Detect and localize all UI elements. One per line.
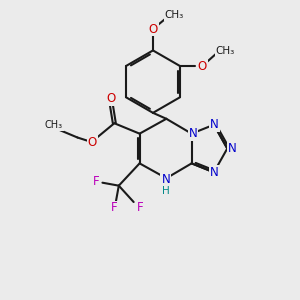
- Text: F: F: [93, 175, 100, 188]
- Text: H: H: [162, 186, 169, 196]
- Text: N: N: [210, 118, 219, 130]
- Text: CH₃: CH₃: [165, 11, 184, 20]
- Text: N: N: [210, 167, 219, 179]
- Text: N: N: [228, 142, 237, 155]
- Text: N: N: [189, 127, 197, 140]
- Text: CH₃: CH₃: [216, 46, 235, 56]
- Text: CH₃: CH₃: [45, 120, 63, 130]
- Text: O: O: [198, 59, 207, 73]
- Text: N: N: [161, 173, 170, 186]
- Text: O: O: [107, 92, 116, 105]
- Text: O: O: [88, 136, 97, 149]
- Text: O: O: [148, 22, 158, 35]
- Text: F: F: [111, 202, 118, 214]
- Text: F: F: [137, 202, 143, 214]
